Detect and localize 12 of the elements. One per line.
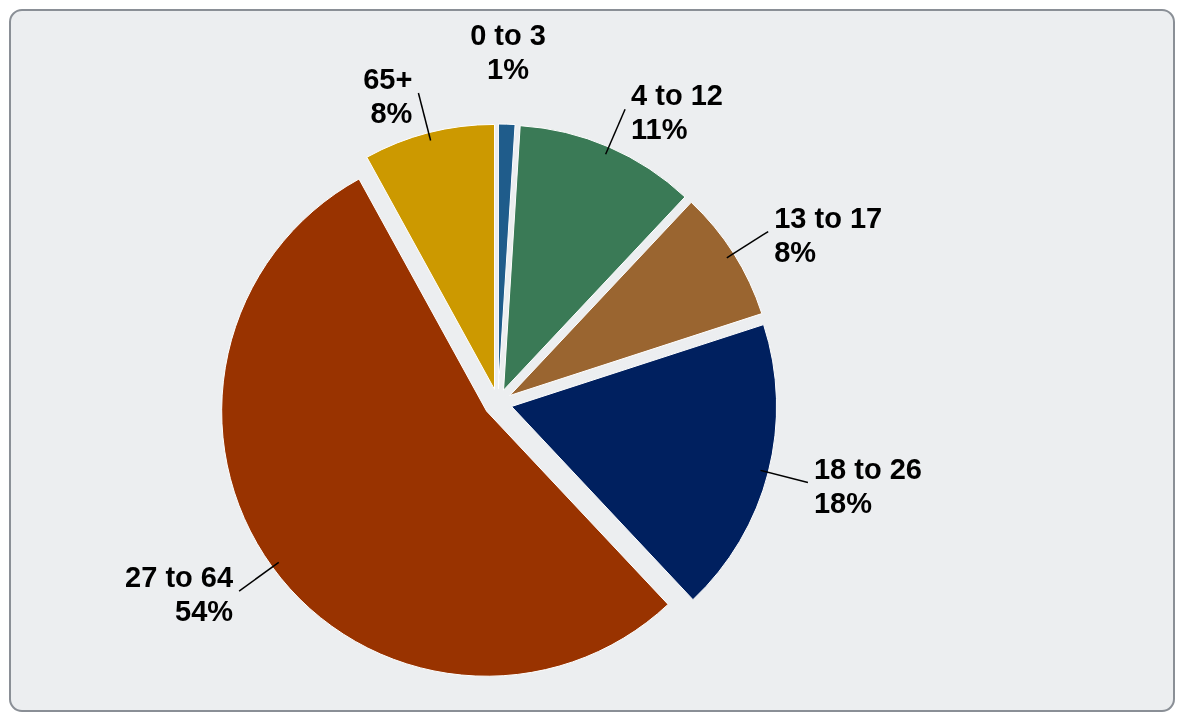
slice-label: 4 to 12 <box>631 79 723 112</box>
data-label: 8% <box>370 97 413 130</box>
slice-label: 27 to 64 <box>125 561 234 594</box>
slice-label: 0 to 3 <box>470 19 546 52</box>
slice-label: 18 to 26 <box>813 452 922 485</box>
slice-label: 13 to 17 <box>774 201 883 234</box>
data-label: 54% <box>175 595 234 628</box>
slice-label: 65+ <box>363 63 413 96</box>
data-label: 11% <box>631 113 688 146</box>
data-label: 8% <box>774 235 817 268</box>
data-label: 1% <box>487 53 530 86</box>
data-label: 18% <box>813 486 873 519</box>
